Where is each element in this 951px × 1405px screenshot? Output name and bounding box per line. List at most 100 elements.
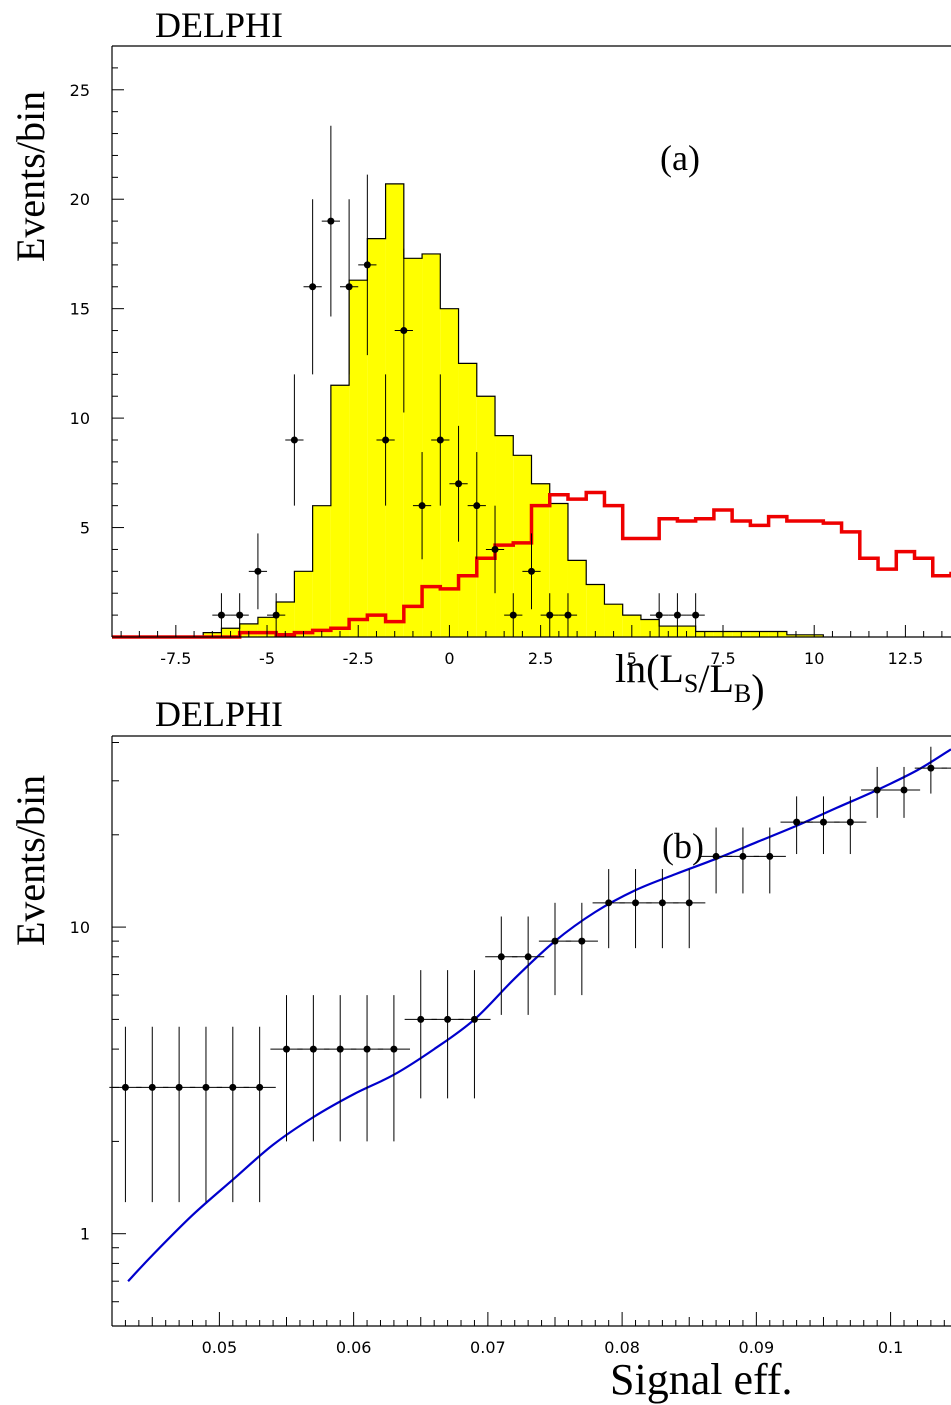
data-point: [121, 1083, 129, 1091]
data-point: [658, 899, 666, 907]
panel-a-title: DELPHI: [155, 5, 283, 45]
data-point: [473, 502, 481, 510]
expectation-curve: [127, 748, 951, 1282]
background-bar: [549, 503, 568, 637]
signal-histogram: [112, 490, 951, 639]
panel-b-label: (b): [662, 826, 704, 866]
x-axis-label-a: ln(LS/LB): [615, 646, 765, 711]
data-point: [793, 818, 801, 826]
data-point: [846, 818, 854, 826]
data-point: [605, 899, 613, 907]
data-point: [470, 1015, 478, 1023]
data-point: [546, 611, 554, 619]
data-point: [336, 1045, 344, 1053]
data-point: [632, 899, 640, 907]
data-point: [309, 283, 317, 291]
x-tick-label: 2.5: [528, 649, 553, 668]
background-bar: [294, 571, 313, 637]
x-tick-label: 0.1: [878, 1338, 903, 1357]
data-point: [390, 1045, 398, 1053]
data-point: [417, 1015, 425, 1023]
panel-b: DELPHI 1 10 0.05 0.06 0.07 0.08 0.09 0.1 (b) Ev…: [8, 694, 951, 1404]
x-tick-label: -7.5: [160, 649, 191, 668]
data-point: [272, 611, 280, 619]
x-label-part: ln(L: [615, 646, 684, 691]
background-bar: [312, 505, 331, 637]
x-label-part: ): [751, 666, 764, 711]
data-point: [497, 953, 505, 961]
x-tick-label: 12.5: [888, 649, 924, 668]
data-point: [175, 1083, 183, 1091]
x-tick-label: 0.09: [739, 1338, 775, 1357]
data-point: [685, 899, 693, 907]
panel-a-label: (a): [660, 138, 700, 178]
data-point: [363, 1045, 371, 1053]
data-point: [819, 818, 827, 826]
data-point: [363, 261, 371, 269]
data-point: [345, 283, 353, 291]
background-bar: [276, 601, 295, 637]
background-bar: [513, 455, 532, 637]
y-axis-label-a: Events/bin: [8, 91, 53, 262]
x-tick-label: 0.06: [336, 1338, 372, 1357]
data-point: [551, 937, 559, 945]
background-bar: [367, 238, 386, 637]
axes-b: 1 10 0.05 0.06 0.07 0.08 0.09 0.1: [70, 735, 951, 1357]
background-bar: [349, 280, 368, 637]
data-point: [400, 327, 408, 335]
data-point: [524, 953, 532, 961]
x-label-part: /L: [698, 656, 734, 701]
data-point: [290, 436, 298, 444]
panel-b-title: DELPHI: [155, 694, 283, 734]
background-histogram: [202, 183, 824, 637]
background-bar: [604, 604, 623, 637]
x-tick-label: 10: [804, 649, 824, 668]
background-bar: [403, 258, 423, 637]
background-bar: [385, 183, 404, 637]
background-bar: [330, 385, 350, 637]
y-tick-label: 15: [70, 300, 90, 319]
data-point: [283, 1045, 291, 1053]
data-point: [236, 611, 244, 619]
data-point: [692, 611, 700, 619]
data-point: [509, 611, 517, 619]
data-point: [900, 786, 908, 794]
data-point: [382, 436, 390, 444]
x-label-subscript: S: [684, 669, 698, 698]
data-point: [873, 786, 881, 794]
y-tick-label: 10: [70, 918, 90, 937]
background-bar: [531, 483, 550, 637]
data-point: [418, 502, 426, 510]
x-tick-label: -5: [259, 649, 275, 668]
y-tick-label: 20: [70, 190, 90, 209]
data-point: [148, 1083, 156, 1091]
data-point: [436, 436, 444, 444]
background-bar: [567, 560, 587, 637]
x-tick-label: 0: [444, 649, 454, 668]
data-point: [673, 611, 681, 619]
data-point: [229, 1083, 237, 1091]
x-tick-label: -2.5: [343, 649, 374, 668]
data-point: [491, 545, 499, 553]
data-point: [766, 852, 774, 860]
data-point: [578, 937, 586, 945]
data-point: [444, 1015, 452, 1023]
data-point: [217, 611, 225, 619]
data-point: [256, 1083, 264, 1091]
background-bar: [440, 308, 459, 637]
data-point: [655, 611, 663, 619]
x-tick-label: 5: [627, 649, 637, 668]
data-point: [739, 852, 747, 860]
data-point: [927, 764, 935, 772]
background-bar: [495, 435, 514, 637]
background-outline: [202, 183, 824, 637]
signal-step: [112, 490, 951, 639]
data-point: [327, 217, 335, 225]
data-point: [202, 1083, 210, 1091]
data-point: [254, 567, 262, 575]
data-point: [309, 1045, 317, 1053]
panel-a: DELPHI 5 10 15 20 25 -7.5 -5 -2.5 0 2.5 5 7.5 10 12.5…: [8, 5, 951, 711]
x-label-subscript: B: [734, 679, 751, 708]
data-point: [528, 567, 535, 575]
